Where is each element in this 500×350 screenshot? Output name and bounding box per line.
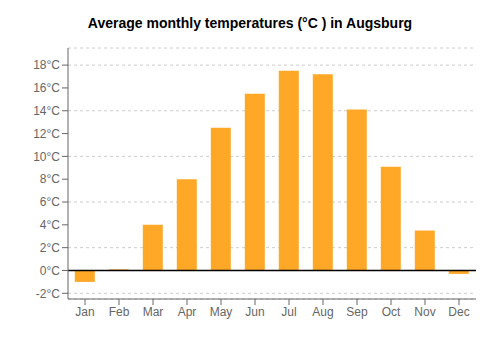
svg-text:Oct: Oct: [382, 305, 401, 319]
svg-text:6°C: 6°C: [40, 195, 60, 209]
svg-text:16°C: 16°C: [33, 81, 60, 95]
svg-text:14°C: 14°C: [33, 104, 60, 118]
svg-text:Sep: Sep: [346, 305, 368, 319]
svg-text:Mar: Mar: [143, 305, 164, 319]
svg-text:12°C: 12°C: [33, 127, 60, 141]
svg-text:4°C: 4°C: [40, 218, 60, 232]
svg-text:Nov: Nov: [414, 305, 435, 319]
svg-text:Dec: Dec: [448, 305, 469, 319]
svg-text:-2°C: -2°C: [36, 287, 60, 301]
svg-text:Jul: Jul: [281, 305, 296, 319]
svg-text:Jun: Jun: [245, 305, 264, 319]
svg-text:18°C: 18°C: [33, 58, 60, 72]
svg-text:2°C: 2°C: [40, 241, 60, 255]
svg-text:Aug: Aug: [312, 305, 333, 319]
svg-text:10°C: 10°C: [33, 150, 60, 164]
svg-text:Apr: Apr: [178, 305, 197, 319]
svg-text:Feb: Feb: [109, 305, 130, 319]
svg-text:Jan: Jan: [75, 305, 94, 319]
html-text:Average monthly temperatures (: Average monthly temperatures (°C ) in Au…: [87, 15, 413, 31]
svg-text:8°C: 8°C: [40, 172, 60, 186]
svg-text:May: May: [210, 305, 233, 319]
svg-text:0°C: 0°C: [40, 264, 60, 278]
